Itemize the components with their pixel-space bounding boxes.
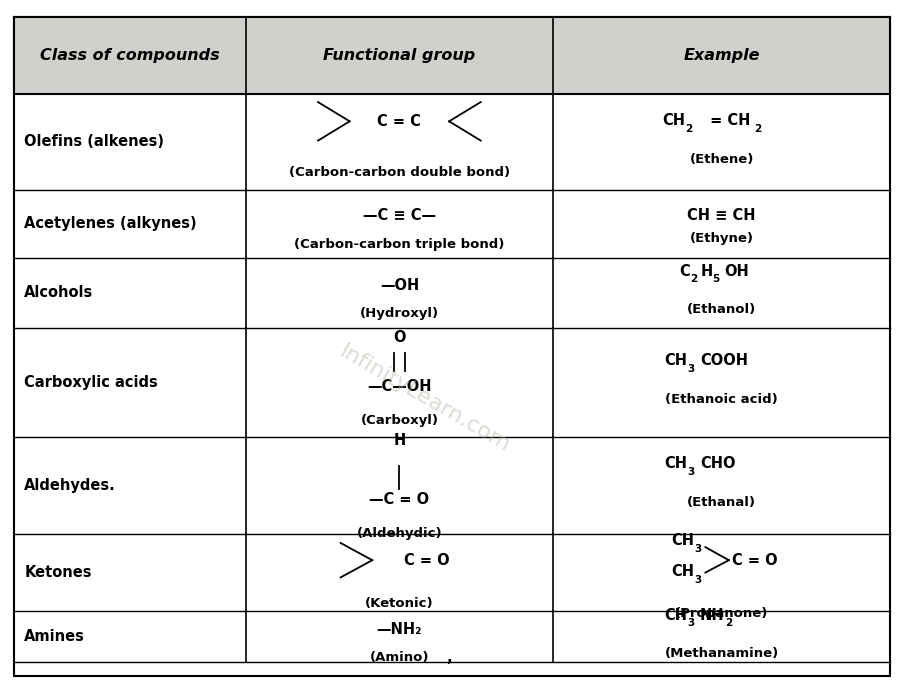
Text: CH: CH <box>664 608 686 623</box>
Text: (Ethanoic acid): (Ethanoic acid) <box>665 394 777 407</box>
Text: C: C <box>678 264 689 279</box>
Text: (Amino): (Amino) <box>369 651 429 664</box>
Text: 2: 2 <box>684 124 692 133</box>
Text: Acetylenes (alkynes): Acetylenes (alkynes) <box>24 216 197 231</box>
Text: O: O <box>393 330 405 345</box>
Text: —OH: —OH <box>379 279 419 293</box>
Text: C = C: C = C <box>377 114 421 129</box>
Text: 2: 2 <box>753 124 760 133</box>
Text: OH: OH <box>723 264 749 279</box>
Text: CH ≡ CH: CH ≡ CH <box>686 208 755 223</box>
Text: CH: CH <box>671 564 694 579</box>
Text: Example: Example <box>683 48 759 63</box>
Text: ,: , <box>446 650 452 665</box>
Text: (Carboxyl): (Carboxyl) <box>360 414 438 427</box>
Text: COOH: COOH <box>699 354 747 368</box>
Text: C = O: C = O <box>404 552 449 568</box>
Text: Alcohols: Alcohols <box>24 286 94 300</box>
Text: (Ketonic): (Ketonic) <box>365 597 433 610</box>
Text: C = O: C = O <box>731 552 777 568</box>
Text: —C = O: —C = O <box>369 492 429 507</box>
Text: 3: 3 <box>686 467 694 477</box>
Text: (Ethene): (Ethene) <box>689 153 753 166</box>
Text: InfinityLearn.com: InfinityLearn.com <box>336 342 513 456</box>
Bar <box>14 17 889 94</box>
Text: Carboxylic acids: Carboxylic acids <box>24 375 158 390</box>
Text: CH: CH <box>664 354 686 368</box>
Text: = CH: = CH <box>704 113 749 128</box>
Text: —NH₂: —NH₂ <box>377 623 422 637</box>
Text: H: H <box>700 264 712 279</box>
Text: (Propanone): (Propanone) <box>675 608 768 621</box>
Text: 3: 3 <box>694 575 701 585</box>
Text: 5: 5 <box>711 275 718 284</box>
Text: CH: CH <box>671 533 694 548</box>
Text: (Ethyne): (Ethyne) <box>689 233 753 245</box>
Text: 2: 2 <box>724 619 731 628</box>
Text: (Ethanol): (Ethanol) <box>686 303 756 316</box>
Text: (Ethanal): (Ethanal) <box>686 496 755 509</box>
Text: CHO: CHO <box>699 456 735 471</box>
Text: 3: 3 <box>686 619 694 628</box>
Text: Ketones: Ketones <box>24 565 92 580</box>
Text: (Carbon-carbon triple bond): (Carbon-carbon triple bond) <box>293 238 504 250</box>
Text: —C—OH: —C—OH <box>367 378 431 394</box>
Text: NH: NH <box>699 608 724 623</box>
Text: Olefins (alkenes): Olefins (alkenes) <box>24 134 164 149</box>
Text: 3: 3 <box>686 365 694 374</box>
Text: Class of compounds: Class of compounds <box>40 48 219 63</box>
Text: CH: CH <box>664 456 686 471</box>
Text: (Methanamine): (Methanamine) <box>664 647 777 660</box>
Text: (Carbon-carbon double bond): (Carbon-carbon double bond) <box>288 166 509 179</box>
Text: CH: CH <box>662 113 684 128</box>
Text: —C ≡ C—: —C ≡ C— <box>362 208 435 223</box>
Text: 3: 3 <box>694 544 701 554</box>
Text: (Hydroxyl): (Hydroxyl) <box>359 307 439 320</box>
Text: Amines: Amines <box>24 630 85 644</box>
Text: 2: 2 <box>689 275 696 284</box>
Text: Aldehydes.: Aldehydes. <box>24 478 116 493</box>
Text: H: H <box>393 433 405 449</box>
Text: Functional group: Functional group <box>323 48 475 63</box>
Text: (Aldehydic): (Aldehydic) <box>356 527 442 540</box>
